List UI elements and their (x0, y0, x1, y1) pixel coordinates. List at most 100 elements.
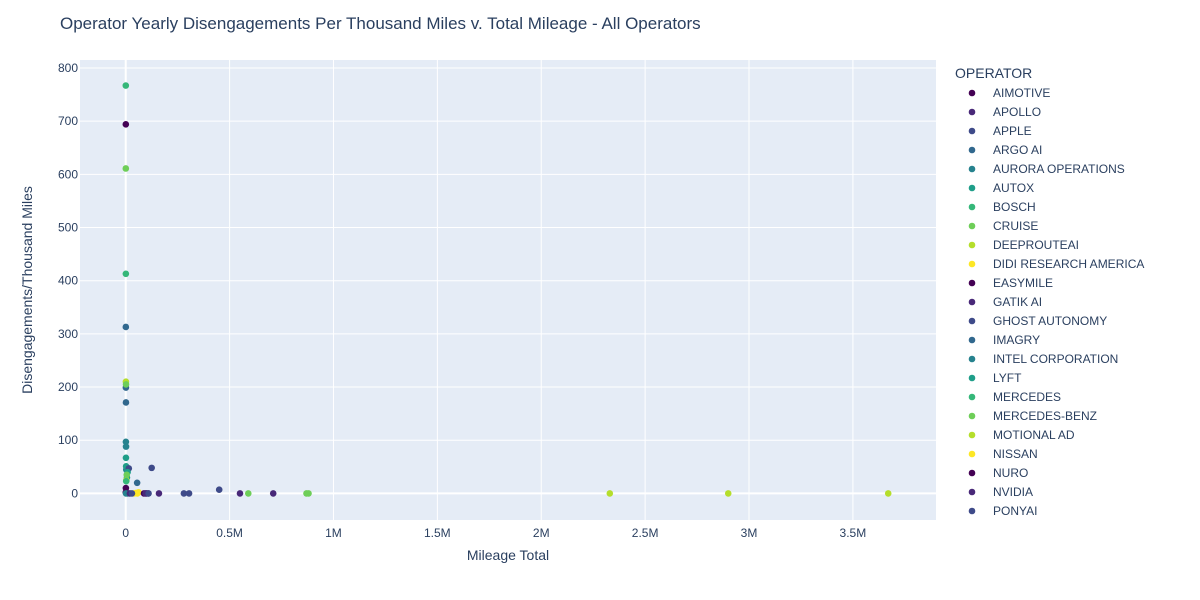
legend-item[interactable]: LYFT (968, 371, 1022, 385)
data-point[interactable] (185, 490, 193, 497)
legend-label: NVIDIA (993, 485, 1033, 499)
data-point[interactable] (122, 121, 130, 128)
legend-label: MERCEDES (993, 390, 1061, 404)
legend-label: BOSCH (993, 200, 1036, 214)
data-point[interactable] (884, 490, 892, 497)
y-tick-label: 100 (58, 433, 78, 447)
legend-item[interactable]: APPLE (968, 124, 1032, 138)
data-point[interactable] (133, 479, 141, 487)
data-point[interactable] (724, 490, 732, 497)
legend-marker (968, 374, 976, 382)
legend-label: MERCEDES-BENZ (993, 409, 1097, 423)
data-point[interactable] (122, 381, 130, 388)
legend-marker (968, 450, 976, 458)
x-tick-label: 3M (741, 526, 758, 540)
legend-label: PONYAI (993, 504, 1037, 518)
data-point[interactable] (244, 490, 252, 497)
data-point[interactable] (122, 454, 130, 462)
legend-marker (968, 469, 976, 477)
legend-item[interactable]: PONYAI (968, 504, 1038, 518)
data-point[interactable] (305, 490, 312, 497)
legend-label: DEEPROUTEAI (993, 238, 1079, 252)
data-point[interactable] (215, 486, 223, 493)
legend-item[interactable]: AURORA OPERATIONS (968, 162, 1125, 176)
legend-marker (968, 355, 976, 363)
data-point[interactable] (122, 165, 130, 172)
legend-item[interactable]: DIDI RESEARCH AMERICA (968, 257, 1145, 271)
legend-item[interactable]: MOTIONAL AD (968, 428, 1075, 442)
legend-item[interactable]: MERCEDES-BENZ (968, 409, 1097, 423)
data-point[interactable] (148, 464, 155, 472)
y-tick-label: 300 (58, 327, 78, 341)
legend-label: EASYMILE (993, 276, 1053, 290)
legend-item[interactable]: MERCEDES (968, 390, 1061, 404)
legend-marker (968, 431, 976, 439)
data-point[interactable] (122, 270, 130, 278)
legend-label: INTEL CORPORATION (993, 352, 1118, 366)
data-point[interactable] (135, 489, 142, 496)
legend-marker (968, 393, 976, 401)
legend-label: ARGO AI (993, 143, 1042, 157)
data-point[interactable] (236, 490, 244, 497)
y-tick-label: 200 (58, 380, 78, 394)
legend-item[interactable]: GATIK AI (968, 295, 1042, 309)
legend-marker (968, 222, 976, 230)
legend-marker (968, 203, 976, 211)
legend-item[interactable]: IMAGRY (968, 333, 1040, 347)
data-point[interactable] (145, 490, 152, 497)
legend-item[interactable]: NISSAN (968, 447, 1038, 461)
legend-marker (968, 260, 976, 268)
legend-marker (968, 241, 976, 249)
legend-label: CRUISE (993, 219, 1038, 233)
y-tick-label: 500 (58, 221, 78, 235)
legend-marker (968, 146, 976, 154)
legend-item[interactable]: AUTOX (968, 181, 1034, 195)
legend-label: APPLE (993, 124, 1032, 138)
legend-marker (968, 127, 976, 135)
legend-item[interactable]: NVIDIA (968, 485, 1033, 499)
data-point[interactable] (122, 399, 130, 406)
legend-marker (968, 488, 976, 496)
plot-area[interactable] (80, 60, 936, 520)
legend-title: OPERATOR (955, 65, 1032, 81)
legend-label: MOTIONAL AD (993, 428, 1075, 442)
data-point[interactable] (180, 490, 188, 497)
data-point[interactable] (269, 490, 277, 497)
data-point[interactable] (122, 443, 130, 450)
data-point[interactable] (606, 490, 614, 497)
data-point[interactable] (122, 477, 130, 485)
data-point[interactable] (155, 490, 163, 497)
x-tick-label: 0 (122, 526, 129, 540)
legend-item[interactable]: CRUISE (968, 219, 1039, 233)
y-tick-label: 400 (58, 274, 78, 288)
y-tick-label: 0 (71, 486, 78, 500)
legend-item[interactable]: DEEPROUTEAI (968, 238, 1079, 252)
legend-label: IMAGRY (993, 333, 1040, 347)
legend-label: AUTOX (993, 181, 1034, 195)
legend-item[interactable]: INTEL CORPORATION (968, 352, 1119, 366)
data-point[interactable] (123, 471, 131, 479)
legend-item[interactable]: GHOST AUTONOMY (968, 314, 1108, 328)
legend-label: GATIK AI (993, 295, 1042, 309)
legend-label: APOLLO (993, 105, 1041, 119)
legend-item[interactable]: BOSCH (968, 200, 1036, 214)
x-tick-label: 1.5M (424, 526, 451, 540)
legend-item[interactable]: NURO (968, 466, 1029, 480)
legend-marker (968, 165, 976, 173)
legend-item[interactable]: ARGO AI (968, 143, 1043, 157)
legend-item[interactable]: APOLLO (968, 105, 1041, 119)
legend-item[interactable]: EASYMILE (968, 276, 1053, 290)
data-point[interactable] (122, 82, 130, 89)
x-tick-label: 1M (325, 526, 342, 540)
legend-item[interactable]: AIMOTIVE (968, 86, 1051, 100)
legend-label: DIDI RESEARCH AMERICA (993, 257, 1144, 271)
data-points (122, 82, 892, 497)
data-point[interactable] (122, 438, 130, 446)
data-point[interactable] (128, 490, 136, 497)
legend-marker (968, 108, 976, 116)
data-point[interactable] (122, 323, 130, 331)
grid-lines (80, 60, 936, 520)
legend-items: AIMOTIVE APOLLO APPLE ARGO AI AURORA OPERATI… (968, 86, 1145, 518)
legend-label: AIMOTIVE (993, 86, 1050, 100)
